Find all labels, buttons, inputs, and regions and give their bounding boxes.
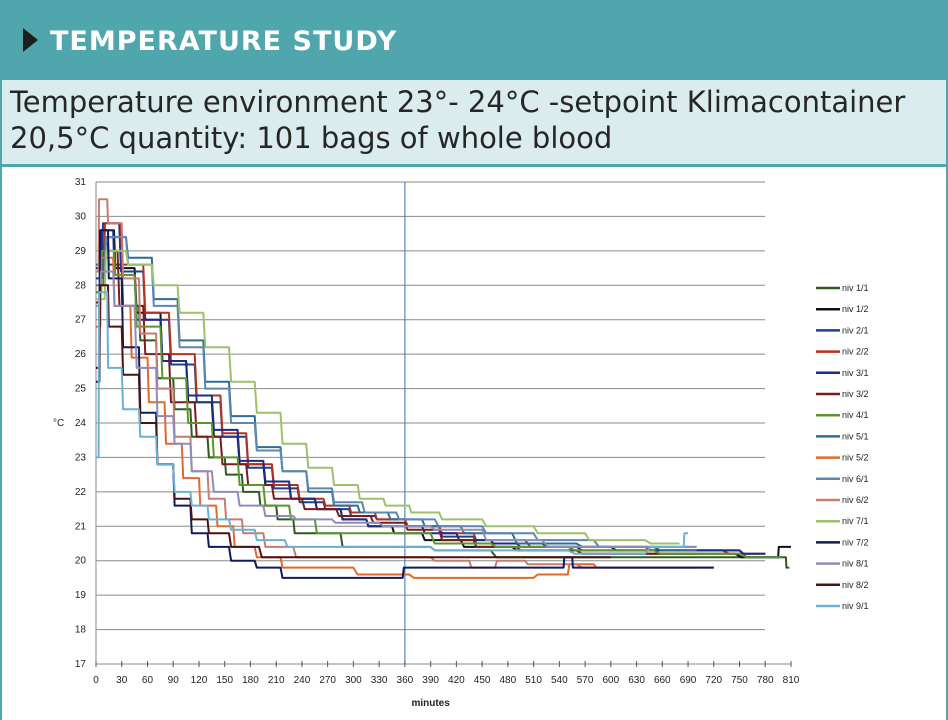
series-line-niv-4-1 [96, 249, 783, 559]
y-tick-label: 25 [75, 384, 87, 395]
legend-label: niv 3/1 [842, 368, 869, 378]
series-line-niv-1-2 [96, 229, 791, 559]
y-tick-label: 31 [75, 177, 87, 188]
y-tick-label: 23 [75, 452, 87, 463]
subtitle-line-1: Temperature environment 23°- 24°C -setpo… [10, 85, 906, 119]
x-tick-label: 810 [783, 675, 800, 686]
series-line-niv-6-2 [96, 198, 697, 569]
y-tick-label: 30 [75, 211, 87, 222]
y-tick-label: 17 [75, 659, 87, 670]
y-tick-label: 19 [75, 590, 87, 601]
series-line-niv-5-2 [96, 256, 714, 579]
right-border [946, 167, 948, 720]
x-tick-label: 450 [474, 675, 491, 686]
legend: niv 1/1 niv 1/2 niv 2/1 niv 2/2 niv 3/1 niv 3… [816, 283, 869, 611]
series-line-niv-7-2 [96, 229, 714, 579]
legend-label: niv 7/2 [842, 537, 869, 547]
x-axis-label: minutes [411, 698, 450, 709]
x-tick-label: 300 [345, 675, 362, 686]
legend-label: niv 6/2 [842, 495, 869, 505]
legend-label: niv 5/1 [842, 431, 869, 441]
legend-label: niv 1/1 [842, 283, 869, 293]
x-tick-label: 150 [216, 675, 233, 686]
legend-label: niv 2/2 [842, 347, 869, 357]
triangle-right-icon [23, 28, 38, 52]
x-tick-label: 390 [422, 675, 439, 686]
x-tick-label: 630 [628, 675, 645, 686]
y-tick-label: 21 [75, 521, 87, 532]
temperature-chart: 17 18 19 20 21 22 23 24 25 26 27 28 29 30 31 0 30 60 90 12… [53, 177, 869, 709]
series-line-niv-2-1 [96, 222, 783, 559]
x-tick-label: 30 [116, 675, 128, 686]
x-tick-label: 420 [448, 675, 465, 686]
y-tick-label: 29 [75, 246, 87, 257]
legend-label: niv 4/1 [842, 410, 869, 420]
y-tick-label: 28 [75, 280, 87, 291]
x-tick-label: 480 [500, 675, 517, 686]
legend-label: niv 2/1 [842, 325, 869, 335]
x-tick-label: 270 [319, 675, 336, 686]
y-tick-labels: 17 18 19 20 21 22 23 24 25 26 27 28 29 30 31 [75, 177, 87, 670]
y-tick-label: 22 [75, 487, 87, 498]
subtitle-box: Temperature environment 23°- 24°C -setpo… [0, 80, 948, 167]
x-tick-label: 240 [294, 675, 311, 686]
y-tick-label: 20 [75, 556, 87, 567]
x-tick-label: 600 [602, 675, 619, 686]
x-tick-label: 120 [191, 675, 208, 686]
x-tick-label: 90 [168, 675, 180, 686]
y-tick-label: 24 [75, 418, 87, 429]
x-tick-label: 750 [731, 675, 748, 686]
legend-label: niv 1/2 [842, 304, 869, 314]
series-line-niv-7-1 [96, 249, 680, 545]
legend-label: niv 8/2 [842, 580, 869, 590]
series-lines [96, 198, 791, 579]
x-tick-label: 780 [757, 675, 774, 686]
series-line-niv-8-2 [96, 284, 611, 559]
subtitle-line-2: 20,5°C quantity: 101 bags of whole blood [10, 121, 613, 155]
x-tick-label: 540 [551, 675, 568, 686]
x-tick-label: 60 [142, 675, 154, 686]
y-axis-label: °C [53, 418, 64, 429]
series-line-niv-9-1 [96, 291, 688, 555]
legend-label: niv 8/1 [842, 559, 869, 569]
x-tick-label: 570 [577, 675, 594, 686]
x-tick-label: 690 [680, 675, 697, 686]
series-line-niv-6-1 [96, 236, 697, 548]
x-tick-labels: 0 30 60 90 120 150 180 210 240 270 300 330 360 390 420… [93, 661, 800, 686]
x-tick-label: 510 [525, 675, 542, 686]
legend-label: niv 9/1 [842, 601, 869, 611]
legend-label: niv 3/2 [842, 389, 869, 399]
y-tick-label: 27 [75, 315, 87, 326]
legend-label: niv 7/1 [842, 516, 869, 526]
x-tick-label: 0 [93, 675, 99, 686]
x-tick-label: 210 [268, 675, 285, 686]
x-tick-label: 180 [242, 675, 259, 686]
y-tick-label: 26 [75, 349, 87, 360]
header-banner: TEMPERATURE STUDY [0, 0, 948, 80]
x-tick-label: 360 [397, 675, 414, 686]
y-tick-label: 18 [75, 625, 87, 636]
series-line-niv-3-2 [96, 249, 697, 555]
series-line-niv-8-1 [96, 270, 697, 548]
legend-label: niv 5/2 [842, 453, 869, 463]
x-tick-label: 660 [654, 675, 671, 686]
x-tick-label: 720 [705, 675, 722, 686]
x-tick-label: 330 [371, 675, 388, 686]
left-border [0, 167, 2, 720]
legend-label: niv 6/1 [842, 474, 869, 484]
page-title: TEMPERATURE STUDY [50, 26, 398, 57]
